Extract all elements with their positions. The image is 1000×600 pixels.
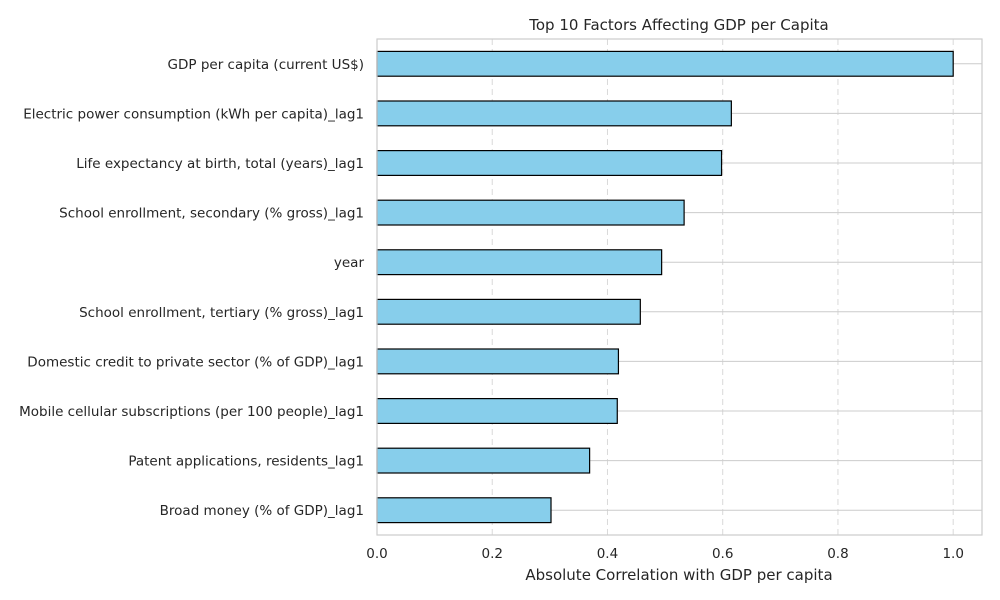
chart-title: Top 10 Factors Affecting GDP per Capita — [528, 16, 828, 34]
x-axis-label: Absolute Correlation with GDP per capita — [525, 566, 832, 584]
x-tick-label: 0.0 — [366, 546, 387, 562]
bar — [376, 50, 954, 77]
bar — [376, 150, 723, 177]
bar — [376, 398, 618, 425]
bar — [376, 348, 620, 375]
bar — [376, 298, 641, 325]
x-tick-label: 0.4 — [597, 546, 618, 562]
category-label: GDP per capita (current US$) — [168, 57, 364, 73]
category-label: Life expectancy at birth, total (years)_… — [76, 156, 364, 172]
category-labels: GDP per capita (current US$) Electric pow… — [19, 57, 364, 519]
category-label: School enrollment, secondary (% gross)_l… — [59, 206, 364, 222]
plot-frame — [376, 38, 983, 536]
category-label: Broad money (% of GDP)_lag1 — [160, 503, 364, 519]
category-label: Patent applications, residents_lag1 — [128, 454, 364, 470]
category-label: Domestic credit to private sector (% of … — [27, 354, 364, 370]
x-tick-label: 1.0 — [942, 546, 963, 562]
category-label: year — [334, 255, 365, 271]
x-tick-label: 0.8 — [827, 546, 848, 562]
bars — [376, 50, 954, 524]
category-label: School enrollment, tertiary (% gross)_la… — [79, 305, 364, 321]
x-axis-ticks: 0.0 0.2 0.4 0.6 0.8 1.0 — [366, 546, 964, 562]
bar — [376, 447, 591, 474]
bar — [376, 497, 552, 524]
category-label: Mobile cellular subscriptions (per 100 p… — [19, 404, 364, 420]
bar — [376, 100, 732, 127]
category-label: Electric power consumption (kWh per capi… — [23, 106, 364, 122]
bar — [376, 249, 663, 276]
x-tick-label: 0.2 — [481, 546, 502, 562]
bar — [376, 199, 685, 226]
x-tick-label: 0.6 — [712, 546, 733, 562]
